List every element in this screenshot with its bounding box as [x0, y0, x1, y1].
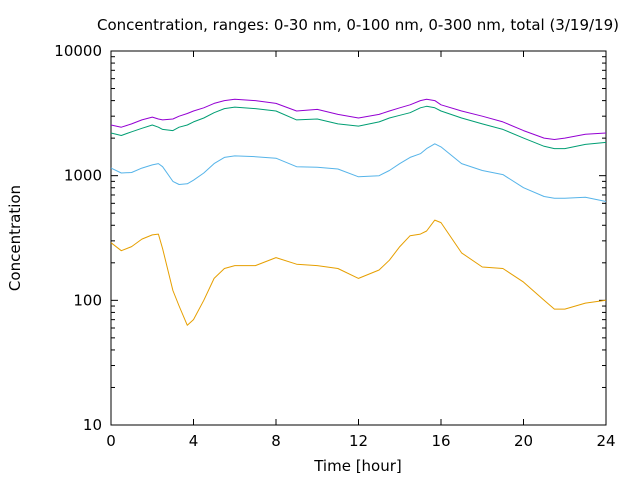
series-line-4	[110, 219, 607, 326]
y-tick-label: 100	[73, 291, 102, 309]
series-lines	[110, 98, 607, 326]
x-tick-label: 20	[514, 432, 533, 450]
y-axis-label: Concentration	[6, 185, 24, 291]
x-tick-label: 4	[189, 432, 199, 450]
x-tick-label: 8	[271, 432, 281, 450]
y-tick-label: 10000	[54, 42, 102, 60]
x-tick-label: 16	[431, 432, 450, 450]
x-axis-label: Time [hour]	[313, 457, 402, 475]
x-axis: 0 4 8 12 16 20 24	[106, 51, 616, 450]
x-tick-label: 0	[106, 432, 116, 450]
y-tick-label: 1000	[64, 167, 102, 185]
series-line-3	[110, 143, 607, 202]
series-line-1	[110, 98, 607, 140]
x-tick-label: 12	[349, 432, 368, 450]
series-line-2	[110, 105, 607, 150]
y-axis: 10 100 1000 10000	[54, 42, 606, 434]
x-tick-label: 24	[596, 432, 615, 450]
y-tick-label: 10	[83, 416, 102, 434]
chart-title: Concentration, ranges: 0-30 nm, 0-100 nm…	[97, 16, 619, 34]
plot-frame	[110, 50, 607, 426]
